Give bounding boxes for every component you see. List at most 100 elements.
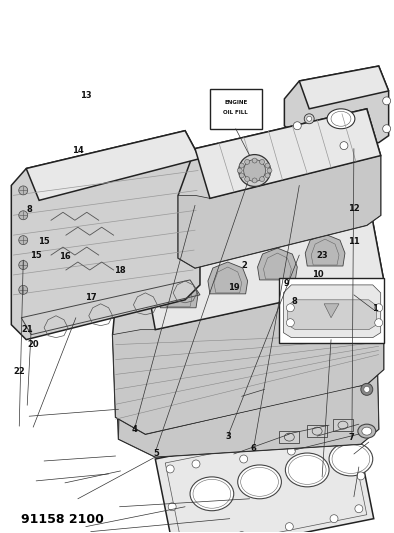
Circle shape bbox=[330, 515, 338, 523]
Circle shape bbox=[383, 97, 390, 105]
Circle shape bbox=[281, 335, 286, 341]
Text: 10: 10 bbox=[312, 270, 323, 279]
Circle shape bbox=[286, 304, 294, 312]
Circle shape bbox=[260, 176, 264, 182]
Circle shape bbox=[19, 211, 28, 220]
Circle shape bbox=[252, 158, 257, 163]
Circle shape bbox=[239, 343, 245, 349]
Ellipse shape bbox=[285, 453, 329, 487]
Circle shape bbox=[239, 155, 270, 187]
Polygon shape bbox=[287, 300, 377, 330]
Bar bbox=[279, 278, 384, 343]
Polygon shape bbox=[307, 425, 327, 437]
Polygon shape bbox=[26, 131, 200, 200]
Polygon shape bbox=[227, 346, 243, 360]
Bar bbox=[210, 89, 262, 129]
Circle shape bbox=[19, 261, 28, 270]
Ellipse shape bbox=[190, 477, 234, 511]
Circle shape bbox=[19, 285, 28, 294]
Text: 15: 15 bbox=[38, 237, 50, 246]
Circle shape bbox=[238, 531, 245, 533]
Text: OIL FILL: OIL FILL bbox=[223, 110, 248, 115]
Polygon shape bbox=[324, 304, 339, 318]
Text: 2: 2 bbox=[241, 261, 247, 270]
Circle shape bbox=[383, 125, 390, 133]
Polygon shape bbox=[260, 338, 275, 352]
Circle shape bbox=[195, 354, 201, 360]
Circle shape bbox=[375, 319, 383, 327]
Circle shape bbox=[192, 460, 200, 468]
Ellipse shape bbox=[358, 424, 376, 438]
Polygon shape bbox=[333, 419, 353, 431]
Text: 13: 13 bbox=[80, 91, 91, 100]
Polygon shape bbox=[158, 276, 198, 308]
Text: 15: 15 bbox=[30, 252, 42, 261]
Circle shape bbox=[375, 304, 383, 312]
Ellipse shape bbox=[121, 406, 143, 423]
Text: 16: 16 bbox=[59, 253, 71, 262]
Text: 20: 20 bbox=[28, 341, 39, 350]
Circle shape bbox=[245, 176, 250, 182]
Circle shape bbox=[166, 465, 174, 473]
Circle shape bbox=[287, 447, 295, 455]
Circle shape bbox=[168, 503, 176, 511]
Text: 1: 1 bbox=[372, 304, 378, 313]
Circle shape bbox=[239, 163, 244, 168]
Text: 17: 17 bbox=[85, 293, 97, 302]
Circle shape bbox=[243, 159, 266, 181]
Circle shape bbox=[307, 116, 312, 122]
Polygon shape bbox=[115, 302, 379, 457]
Polygon shape bbox=[299, 66, 388, 109]
Polygon shape bbox=[305, 234, 345, 266]
Polygon shape bbox=[258, 248, 297, 280]
Text: 8: 8 bbox=[27, 205, 32, 214]
Polygon shape bbox=[113, 200, 384, 434]
Circle shape bbox=[364, 386, 370, 392]
Circle shape bbox=[237, 168, 242, 173]
Text: 19: 19 bbox=[229, 283, 240, 292]
Ellipse shape bbox=[327, 109, 355, 129]
Circle shape bbox=[335, 439, 343, 447]
Circle shape bbox=[304, 114, 314, 124]
Ellipse shape bbox=[260, 346, 275, 357]
Circle shape bbox=[239, 173, 244, 178]
Polygon shape bbox=[119, 340, 379, 457]
Polygon shape bbox=[279, 431, 299, 443]
Text: 6: 6 bbox=[251, 444, 256, 453]
Circle shape bbox=[252, 178, 257, 183]
Text: 22: 22 bbox=[13, 367, 25, 376]
Text: 4: 4 bbox=[132, 425, 138, 434]
Polygon shape bbox=[323, 325, 339, 337]
Polygon shape bbox=[178, 156, 381, 268]
Circle shape bbox=[265, 173, 270, 178]
Circle shape bbox=[240, 455, 248, 463]
Circle shape bbox=[286, 319, 294, 327]
Circle shape bbox=[260, 159, 264, 164]
Circle shape bbox=[355, 505, 363, 513]
Polygon shape bbox=[195, 109, 381, 198]
Circle shape bbox=[340, 142, 348, 150]
Circle shape bbox=[217, 349, 223, 354]
Polygon shape bbox=[121, 302, 377, 389]
Text: 18: 18 bbox=[114, 266, 125, 275]
Text: 8: 8 bbox=[291, 297, 297, 306]
Polygon shape bbox=[155, 419, 374, 533]
Polygon shape bbox=[140, 200, 384, 330]
Text: 7: 7 bbox=[349, 433, 355, 442]
Ellipse shape bbox=[126, 409, 139, 419]
Circle shape bbox=[357, 472, 365, 480]
Polygon shape bbox=[178, 109, 381, 268]
Text: 11: 11 bbox=[348, 237, 359, 246]
Text: 9: 9 bbox=[284, 279, 290, 288]
Ellipse shape bbox=[163, 369, 177, 379]
Ellipse shape bbox=[308, 336, 322, 345]
Text: 5: 5 bbox=[153, 449, 159, 458]
Polygon shape bbox=[113, 280, 384, 434]
Circle shape bbox=[19, 186, 28, 195]
Ellipse shape bbox=[213, 358, 227, 367]
Text: ENGINE: ENGINE bbox=[224, 100, 247, 106]
Circle shape bbox=[267, 168, 272, 173]
Circle shape bbox=[19, 236, 28, 245]
Polygon shape bbox=[283, 285, 381, 337]
Text: 3: 3 bbox=[225, 432, 231, 441]
